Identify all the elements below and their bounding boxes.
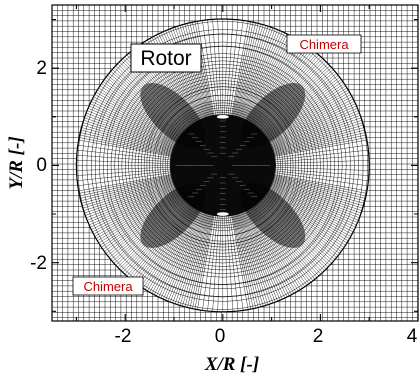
x-tick-label: -2 [115,326,132,347]
x-axis-label: X/R [-] [204,354,259,375]
rotor-label: Rotor [140,47,191,70]
y-axis-label: Y/R [-] [6,136,27,189]
rotor-blade-bottom [216,212,229,216]
x-tick-label: 2 [313,326,324,347]
chimera-label-box-bottom [72,276,144,296]
chimera-label-box-top [286,34,362,54]
chimera-boundary [75,18,370,313]
rotor-blade-top [216,115,229,119]
axis-ticks [52,5,419,321]
y-tick-label: 0 [36,155,47,176]
y-tick-label: -2 [30,253,47,274]
y-tick-label: 2 [36,58,47,79]
x-tick-label: 4 [407,326,418,347]
rotor-label-box [130,43,202,73]
plot-frame [51,4,419,322]
x-tick-label: 0 [215,326,226,347]
chimera-label-top: Chimera [299,37,349,52]
rotor-core-mesh [140,82,306,248]
chimera-label-bottom: Chimera [83,279,133,294]
